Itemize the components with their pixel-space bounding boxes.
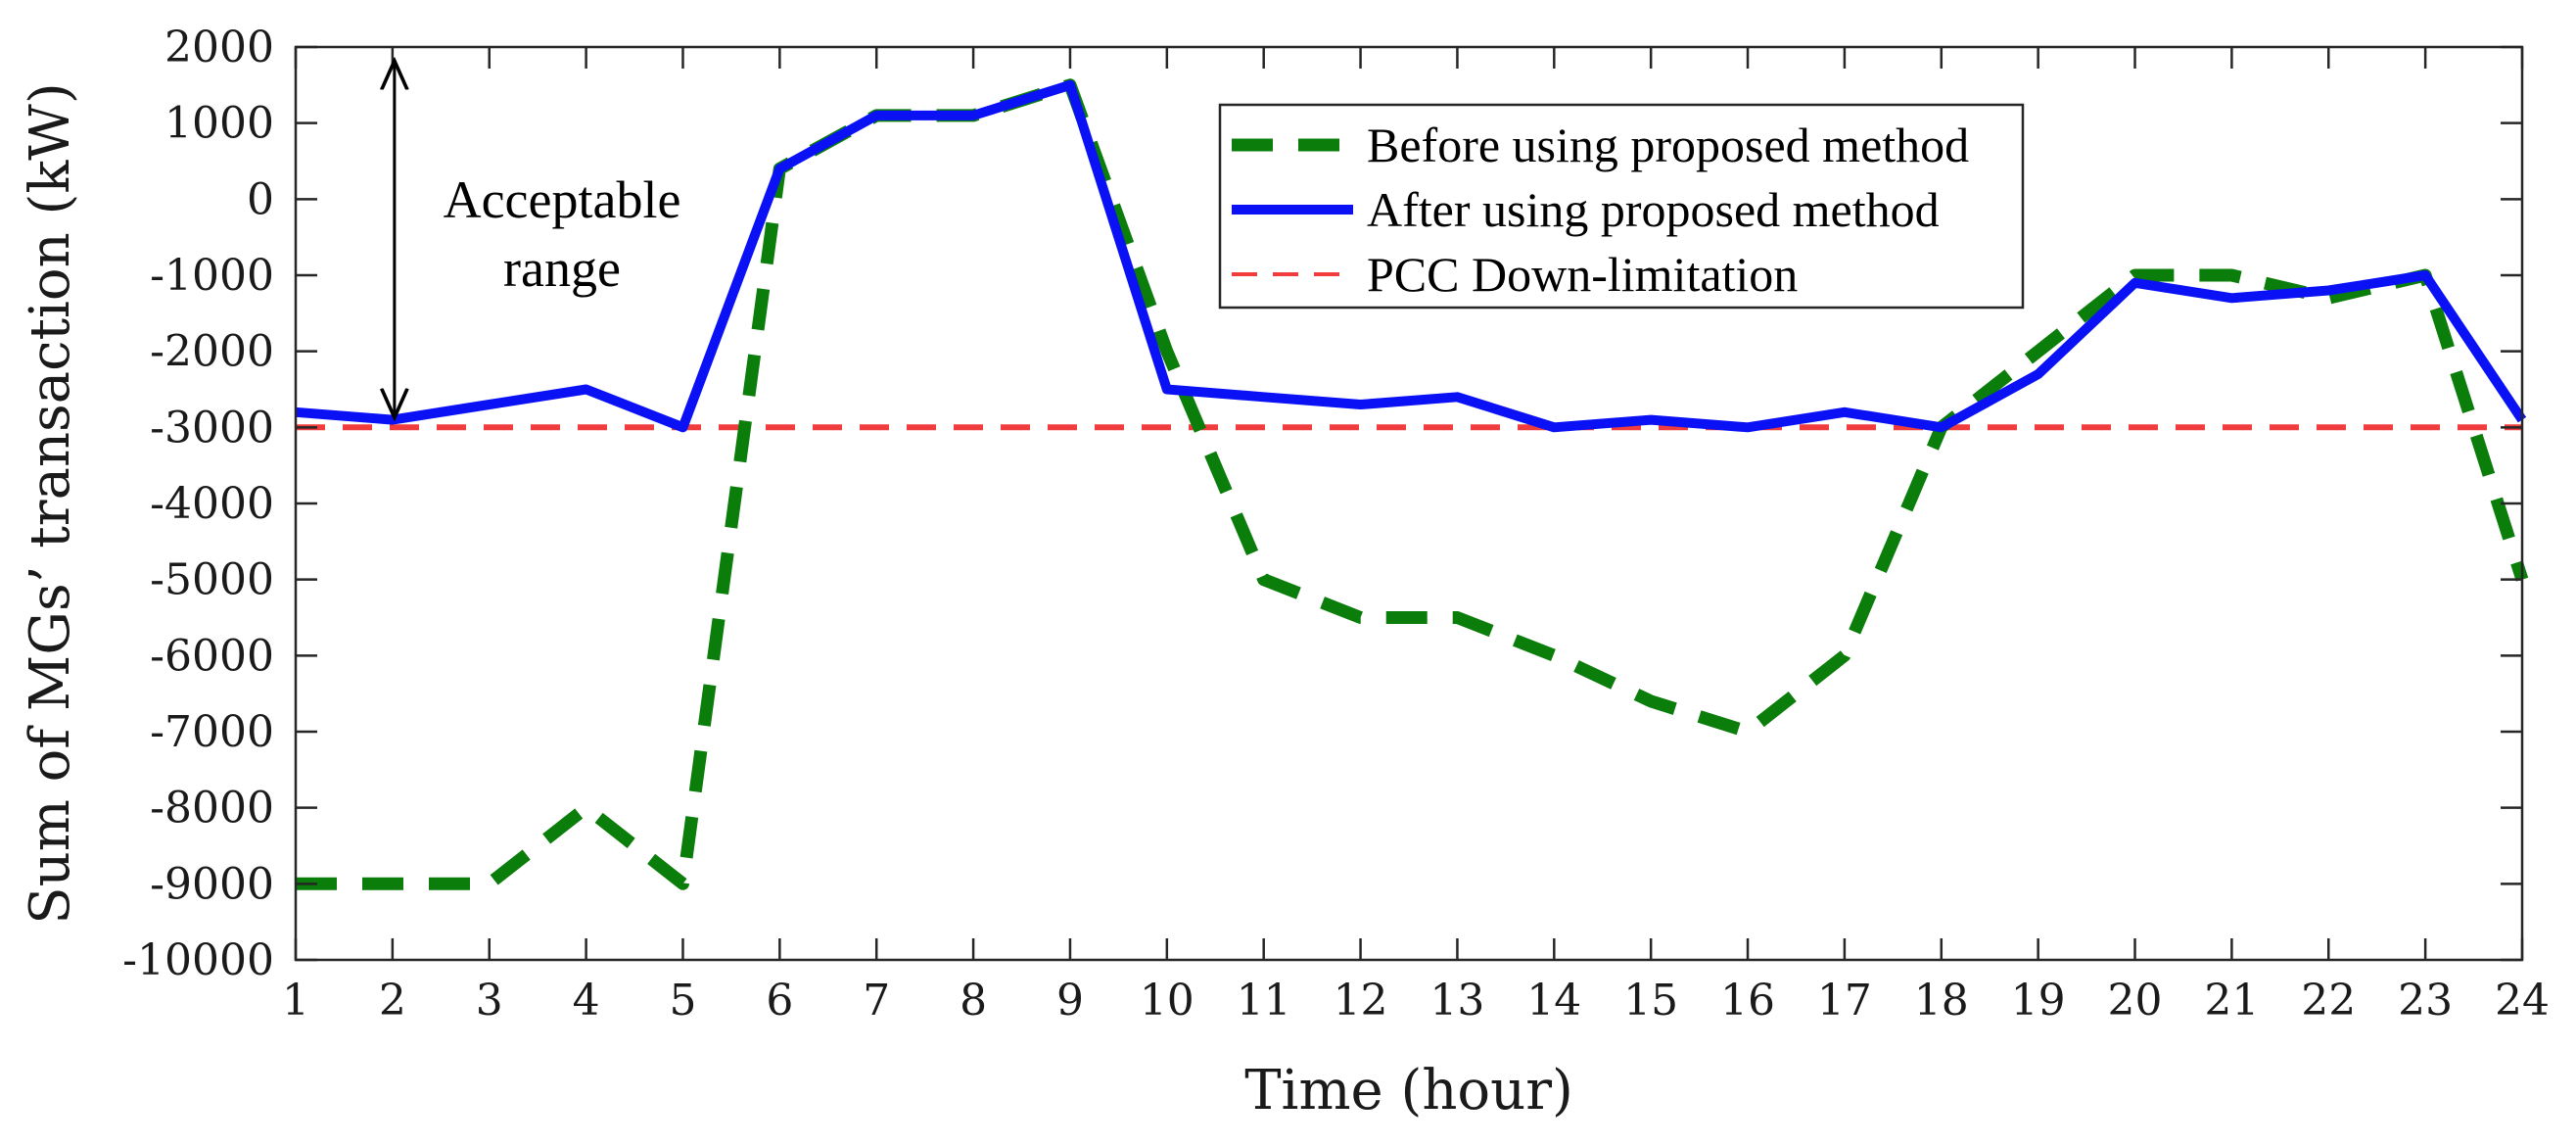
annotation-text-line2: range [503,239,621,298]
x-tick-label: 11 [1237,976,1291,1026]
y-tick-label: -9000 [150,859,274,909]
acceptable-range-annotation: Acceptable range [395,61,681,417]
x-tick-label: 9 [1056,976,1084,1026]
x-tick-label: 3 [476,976,503,1026]
x-tick-label: 7 [863,976,890,1026]
y-tick-label: -4000 [150,479,274,529]
series-layer [295,78,2529,890]
x-tick-label: 21 [2204,976,2259,1026]
x-tick-label: 14 [1526,976,1581,1026]
y-tick-label: -7000 [150,707,274,757]
legend: Before using proposed method After using… [1218,103,2025,310]
y-tick-label: -1000 [150,251,274,301]
y-tick-label: -3000 [150,403,274,453]
y-axis-label: Sum of MGs’ transaction (kW) [19,82,82,924]
y-tick-label: 1000 [164,99,274,149]
x-tick-label: 17 [1817,976,1872,1026]
legend-label-pcc: PCC Down-limitation [1367,247,1798,302]
x-tick-label: 6 [766,976,793,1026]
y-tick-label: -5000 [150,555,274,605]
x-tick-label: 18 [1914,976,1969,1026]
x-tick-label: 10 [1140,976,1194,1026]
y-axis-ticks: 2000 1000 0 -1000 -2000 -3000 -4000 -5000 -6000 -… [122,23,2522,985]
x-tick-label: 19 [2011,976,2066,1026]
y-tick-label: -6000 [150,631,274,681]
x-tick-label: 15 [1623,976,1678,1026]
x-tick-label: 8 [960,976,987,1026]
x-tick-label: 22 [2301,976,2356,1026]
y-tick-label: -2000 [150,327,274,377]
x-tick-label: 5 [669,976,696,1026]
legend-label-after: After using proposed method [1367,182,1940,237]
x-tick-label: 12 [1334,976,1388,1026]
x-axis-label: Time (hour) [1244,1059,1573,1122]
x-tick-label: 2 [379,976,406,1026]
legend-label-before: Before using proposed method [1367,118,1969,172]
series-line-after [295,79,2527,433]
x-tick-label: 13 [1429,976,1484,1026]
x-tick-label: 20 [2108,976,2163,1026]
y-tick-label: -8000 [150,784,274,834]
x-tick-label: 4 [573,976,600,1026]
legend-box [1218,103,2025,310]
y-tick-label: 2000 [164,23,274,72]
y-tick-label: -10000 [122,935,274,985]
x-axis-ticks: 1 2 3 4 5 6 7 8 9 10 11 12 13 14 15 16 17 18 19 20 21 22 23 24 [282,47,2550,1026]
x-tick-label: 16 [1720,976,1775,1026]
series-line-before [296,78,2529,890]
x-tick-label: 1 [282,976,309,1026]
y-tick-label: 0 [247,174,274,224]
x-tick-label: 24 [2495,976,2550,1026]
annotation-text-line1: Acceptable [444,170,681,229]
x-tick-label: 23 [2398,976,2453,1026]
